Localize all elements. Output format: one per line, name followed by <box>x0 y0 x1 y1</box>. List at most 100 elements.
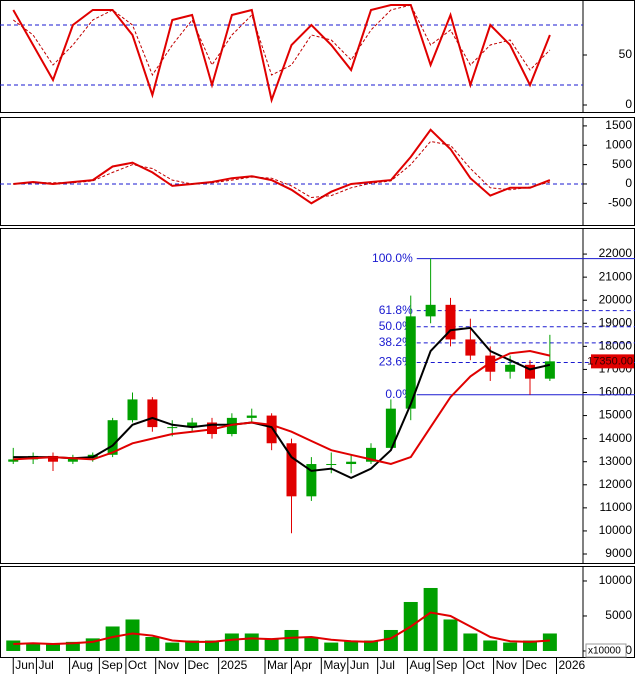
x-tick-label: Sep <box>436 658 458 672</box>
candle-body <box>385 408 396 448</box>
x-tick-label: Jul <box>38 658 53 672</box>
candle-body <box>226 417 237 435</box>
y-tick-label: -500 <box>608 195 632 209</box>
y-tick-label: 500 <box>612 157 632 171</box>
volume-bar <box>205 640 219 651</box>
candle-body <box>8 459 19 462</box>
candle-body <box>306 464 317 497</box>
last-price-label: 17350.00 <box>587 355 633 367</box>
x-tick-label: Oct <box>128 658 147 672</box>
candle-body <box>326 464 337 466</box>
y-tick-label: 0 <box>625 176 632 190</box>
candle-body <box>266 415 277 444</box>
candle-body <box>544 361 555 379</box>
volume-bar <box>264 638 279 651</box>
volume-bar <box>523 640 537 651</box>
indicator-line <box>13 128 551 205</box>
indicator-line <box>12 4 551 77</box>
y-tick-label: 11000 <box>600 500 633 514</box>
unit-label: x10000 <box>588 646 621 657</box>
y-tick-label: 0 <box>625 643 632 657</box>
candle-body <box>107 420 118 455</box>
x-tick-label: Jun <box>15 658 34 672</box>
x-tick-label: Nov <box>158 658 179 672</box>
volume-bar <box>304 636 319 651</box>
x-tick-label: Aug <box>72 658 93 672</box>
candle-body <box>67 458 78 462</box>
fib-label: 23.6% <box>379 355 413 369</box>
unit-box <box>585 643 627 658</box>
moving-average <box>13 326 551 480</box>
y-tick-label: 22000 <box>599 246 633 260</box>
volume-bar <box>483 640 498 651</box>
volume-bar <box>6 640 21 651</box>
y-tick-label: 0 <box>625 97 632 111</box>
candle-body <box>167 427 178 429</box>
candle-body <box>366 447 376 462</box>
x-tick-label: 2026 <box>559 658 586 672</box>
candle-body <box>405 316 416 409</box>
candle-body <box>48 455 58 462</box>
volume-bar <box>383 629 398 651</box>
x-tick-label: 2025 <box>221 658 248 672</box>
y-tick-label: 50 <box>619 47 633 61</box>
candle-body <box>525 364 535 379</box>
volume-bar <box>65 641 80 651</box>
x-tick-label: Oct <box>466 658 485 672</box>
candle-body <box>346 461 357 465</box>
volume-bar <box>284 629 299 651</box>
y-tick-label: 9000 <box>605 546 632 560</box>
fib-label: 38.2% <box>379 335 413 349</box>
y-tick-label: 21000 <box>599 269 633 283</box>
x-tick-label: May <box>323 658 346 672</box>
candle-body <box>505 364 516 372</box>
candle-body <box>207 422 217 435</box>
volume-bar <box>443 619 458 651</box>
candle-body <box>246 415 257 418</box>
y-tick-label: 20000 <box>599 292 633 306</box>
x-tick-label: Jun <box>350 658 369 672</box>
y-tick-label: 1500 <box>605 118 632 132</box>
y-tick-label: 10000 <box>599 523 633 537</box>
volume-bar <box>542 633 557 651</box>
indicator-line <box>13 140 551 199</box>
x-tick-label: Apr <box>294 658 313 672</box>
y-tick-label: 13000 <box>599 454 633 468</box>
volume-bar <box>224 633 239 651</box>
y-tick-label: 10000 <box>599 573 633 587</box>
volume-bar <box>105 626 120 651</box>
y-tick-label: 5000 <box>605 608 632 622</box>
fib-label: 50.0% <box>379 319 413 333</box>
x-tick-label: Nov <box>496 658 517 672</box>
candle-body <box>127 399 138 421</box>
volume-average <box>13 611 550 646</box>
volume-bar <box>244 633 259 651</box>
y-tick-label: 12000 <box>599 477 633 491</box>
volume-bar <box>423 587 438 651</box>
volume-bar <box>503 642 518 651</box>
volume-bar <box>364 640 378 651</box>
last-price-box <box>591 354 634 369</box>
y-tick-label: 18000 <box>599 339 633 353</box>
x-tick-label: Aug <box>409 658 430 672</box>
x-tick-label: Sep <box>101 658 123 672</box>
candle-body <box>465 339 476 356</box>
volume-bar <box>344 640 359 651</box>
y-tick-label: 15000 <box>599 408 633 422</box>
volume-bar <box>26 642 41 651</box>
moving-average <box>13 349 551 466</box>
volume-bar <box>165 642 180 651</box>
x-tick-label: Jul <box>380 658 395 672</box>
x-tick-label: Mar <box>267 658 288 672</box>
x-tick-label: Dec <box>188 658 209 672</box>
volume-bar <box>125 619 140 651</box>
fib-label: 100.0% <box>372 251 413 265</box>
indicator-line <box>12 4 551 104</box>
y-tick-label: 1000 <box>605 137 632 151</box>
volume-bar <box>145 636 160 651</box>
volume-bar <box>324 642 339 651</box>
y-tick-label: 14000 <box>599 431 633 445</box>
volume-bar <box>185 640 200 651</box>
